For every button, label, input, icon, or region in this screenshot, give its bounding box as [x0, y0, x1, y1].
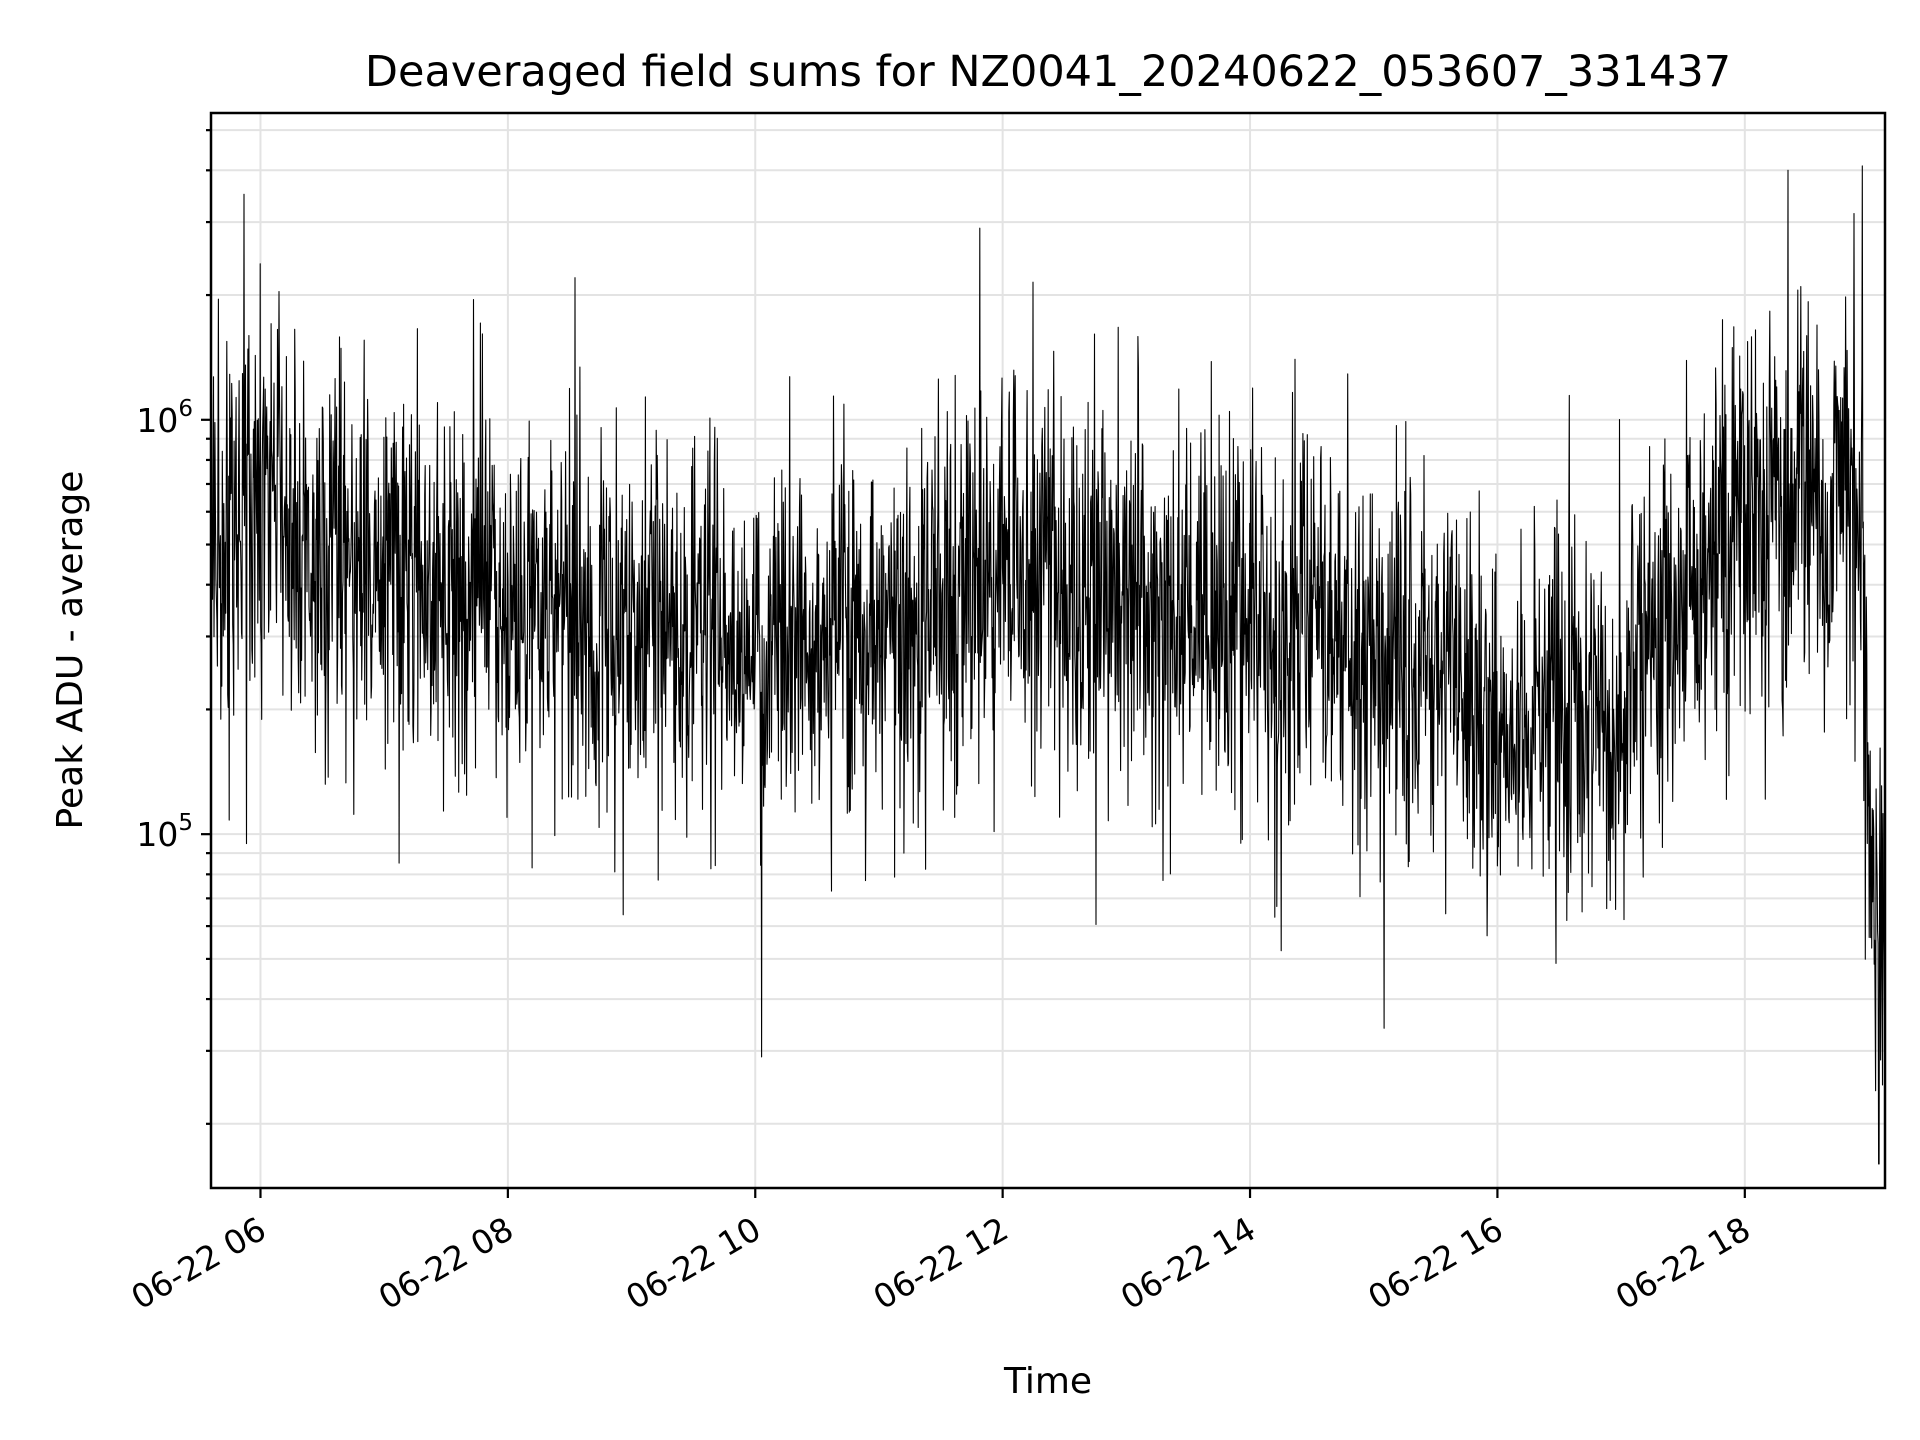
x-axis-label: Time	[1003, 1361, 1092, 1402]
axes-frame	[209, 111, 1887, 1190]
y-tick-label: 106	[136, 396, 193, 440]
chart-title: Deaveraged field sums for NZ0041_2024062…	[365, 47, 1731, 97]
series-line	[210, 165, 1886, 1165]
y-tick-label: 105	[136, 810, 193, 854]
plot-area	[210, 165, 1886, 1165]
y-axis-label: Peak ADU - average	[50, 471, 91, 830]
